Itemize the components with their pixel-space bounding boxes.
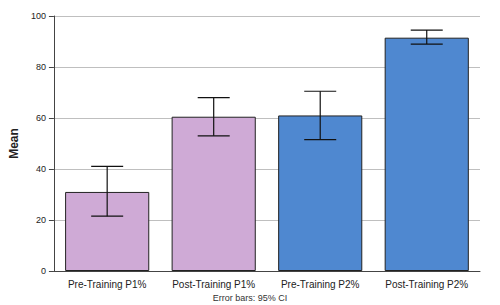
svg-text:80: 80 bbox=[36, 62, 46, 72]
svg-text:Post-Training P1%: Post-Training P1% bbox=[172, 279, 255, 290]
svg-text:0: 0 bbox=[41, 266, 46, 276]
svg-text:40: 40 bbox=[36, 164, 46, 174]
svg-text:Error bars: 95% CI: Error bars: 95% CI bbox=[213, 293, 288, 303]
svg-text:60: 60 bbox=[36, 113, 46, 123]
svg-text:100: 100 bbox=[31, 11, 46, 21]
svg-text:Mean: Mean bbox=[7, 128, 21, 159]
svg-text:Pre-Training P1%: Pre-Training P1% bbox=[68, 279, 147, 290]
svg-text:Pre-Training P2%: Pre-Training P2% bbox=[281, 279, 360, 290]
svg-text:Post-Training P2%: Post-Training P2% bbox=[385, 279, 468, 290]
svg-text:20: 20 bbox=[36, 215, 46, 225]
